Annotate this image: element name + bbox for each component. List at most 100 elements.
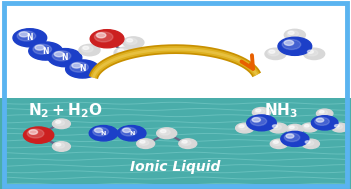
Circle shape (272, 140, 282, 146)
Circle shape (79, 44, 100, 56)
Circle shape (56, 143, 61, 146)
Circle shape (238, 124, 248, 130)
Circle shape (316, 118, 324, 122)
Circle shape (24, 127, 54, 143)
Circle shape (270, 139, 287, 149)
Circle shape (66, 60, 99, 78)
Circle shape (278, 37, 312, 55)
Circle shape (53, 119, 70, 129)
Circle shape (302, 139, 319, 149)
Text: $\mathbf{NH_3}$: $\mathbf{NH_3}$ (264, 101, 298, 120)
Circle shape (265, 48, 286, 60)
Circle shape (56, 121, 61, 123)
Circle shape (304, 48, 325, 60)
Circle shape (247, 115, 276, 131)
Circle shape (72, 63, 81, 68)
Circle shape (304, 124, 312, 129)
Circle shape (319, 111, 324, 113)
Circle shape (117, 125, 146, 141)
Circle shape (251, 117, 267, 126)
Circle shape (19, 32, 29, 37)
Circle shape (35, 45, 45, 50)
Circle shape (331, 123, 348, 132)
Circle shape (33, 44, 52, 54)
Circle shape (302, 123, 318, 132)
Text: N: N (62, 53, 68, 62)
Circle shape (335, 125, 339, 127)
Circle shape (160, 130, 166, 133)
Circle shape (267, 50, 279, 56)
Circle shape (181, 140, 191, 145)
Circle shape (252, 108, 271, 117)
Circle shape (29, 130, 38, 134)
Circle shape (114, 47, 135, 59)
Text: N: N (101, 131, 106, 136)
Circle shape (306, 50, 318, 56)
Circle shape (307, 50, 313, 53)
Circle shape (288, 125, 298, 131)
Circle shape (94, 32, 113, 42)
Circle shape (236, 123, 254, 133)
Circle shape (117, 49, 128, 55)
Circle shape (182, 140, 187, 143)
Circle shape (304, 140, 314, 146)
Circle shape (97, 33, 106, 38)
Circle shape (256, 109, 261, 112)
Circle shape (286, 124, 304, 134)
Circle shape (121, 127, 137, 136)
Text: N: N (42, 46, 49, 56)
Circle shape (159, 129, 170, 135)
Circle shape (55, 120, 65, 125)
Circle shape (126, 38, 137, 45)
Circle shape (273, 141, 278, 143)
Circle shape (315, 118, 329, 125)
Circle shape (269, 123, 287, 133)
Text: N: N (27, 33, 33, 42)
Circle shape (284, 40, 294, 45)
Circle shape (286, 134, 294, 138)
Circle shape (287, 31, 298, 37)
Circle shape (13, 29, 47, 47)
Circle shape (54, 52, 64, 57)
Text: $\mathbf{N_2 + H_2O}$: $\mathbf{N_2 + H_2O}$ (28, 101, 102, 120)
Circle shape (81, 46, 93, 52)
Text: N: N (79, 64, 86, 74)
Circle shape (272, 125, 278, 128)
Circle shape (122, 128, 131, 132)
Circle shape (139, 140, 149, 145)
Circle shape (281, 131, 309, 146)
Circle shape (55, 143, 65, 148)
Text: Ionic Liquid: Ionic Liquid (130, 160, 221, 174)
Circle shape (140, 140, 145, 143)
Circle shape (118, 49, 124, 52)
Text: N: N (129, 131, 134, 136)
Circle shape (269, 50, 275, 53)
Circle shape (289, 126, 294, 129)
Circle shape (17, 31, 36, 41)
Circle shape (239, 125, 244, 128)
Circle shape (48, 49, 82, 67)
Circle shape (284, 29, 305, 41)
Circle shape (317, 109, 333, 118)
Circle shape (83, 46, 89, 50)
Circle shape (93, 127, 108, 136)
Circle shape (179, 139, 197, 149)
Circle shape (52, 51, 71, 61)
Bar (0, 0, 351, 98)
Circle shape (53, 142, 70, 151)
Circle shape (94, 128, 102, 132)
Circle shape (89, 125, 118, 141)
Circle shape (318, 110, 327, 115)
Circle shape (288, 31, 294, 34)
Circle shape (90, 30, 124, 48)
Circle shape (255, 109, 265, 114)
Circle shape (137, 139, 154, 149)
Circle shape (252, 118, 260, 122)
Circle shape (305, 141, 310, 143)
Bar (0, 98, 351, 189)
Circle shape (127, 39, 133, 42)
Circle shape (284, 133, 300, 142)
Circle shape (157, 128, 177, 139)
Circle shape (311, 116, 338, 130)
Circle shape (27, 129, 44, 138)
